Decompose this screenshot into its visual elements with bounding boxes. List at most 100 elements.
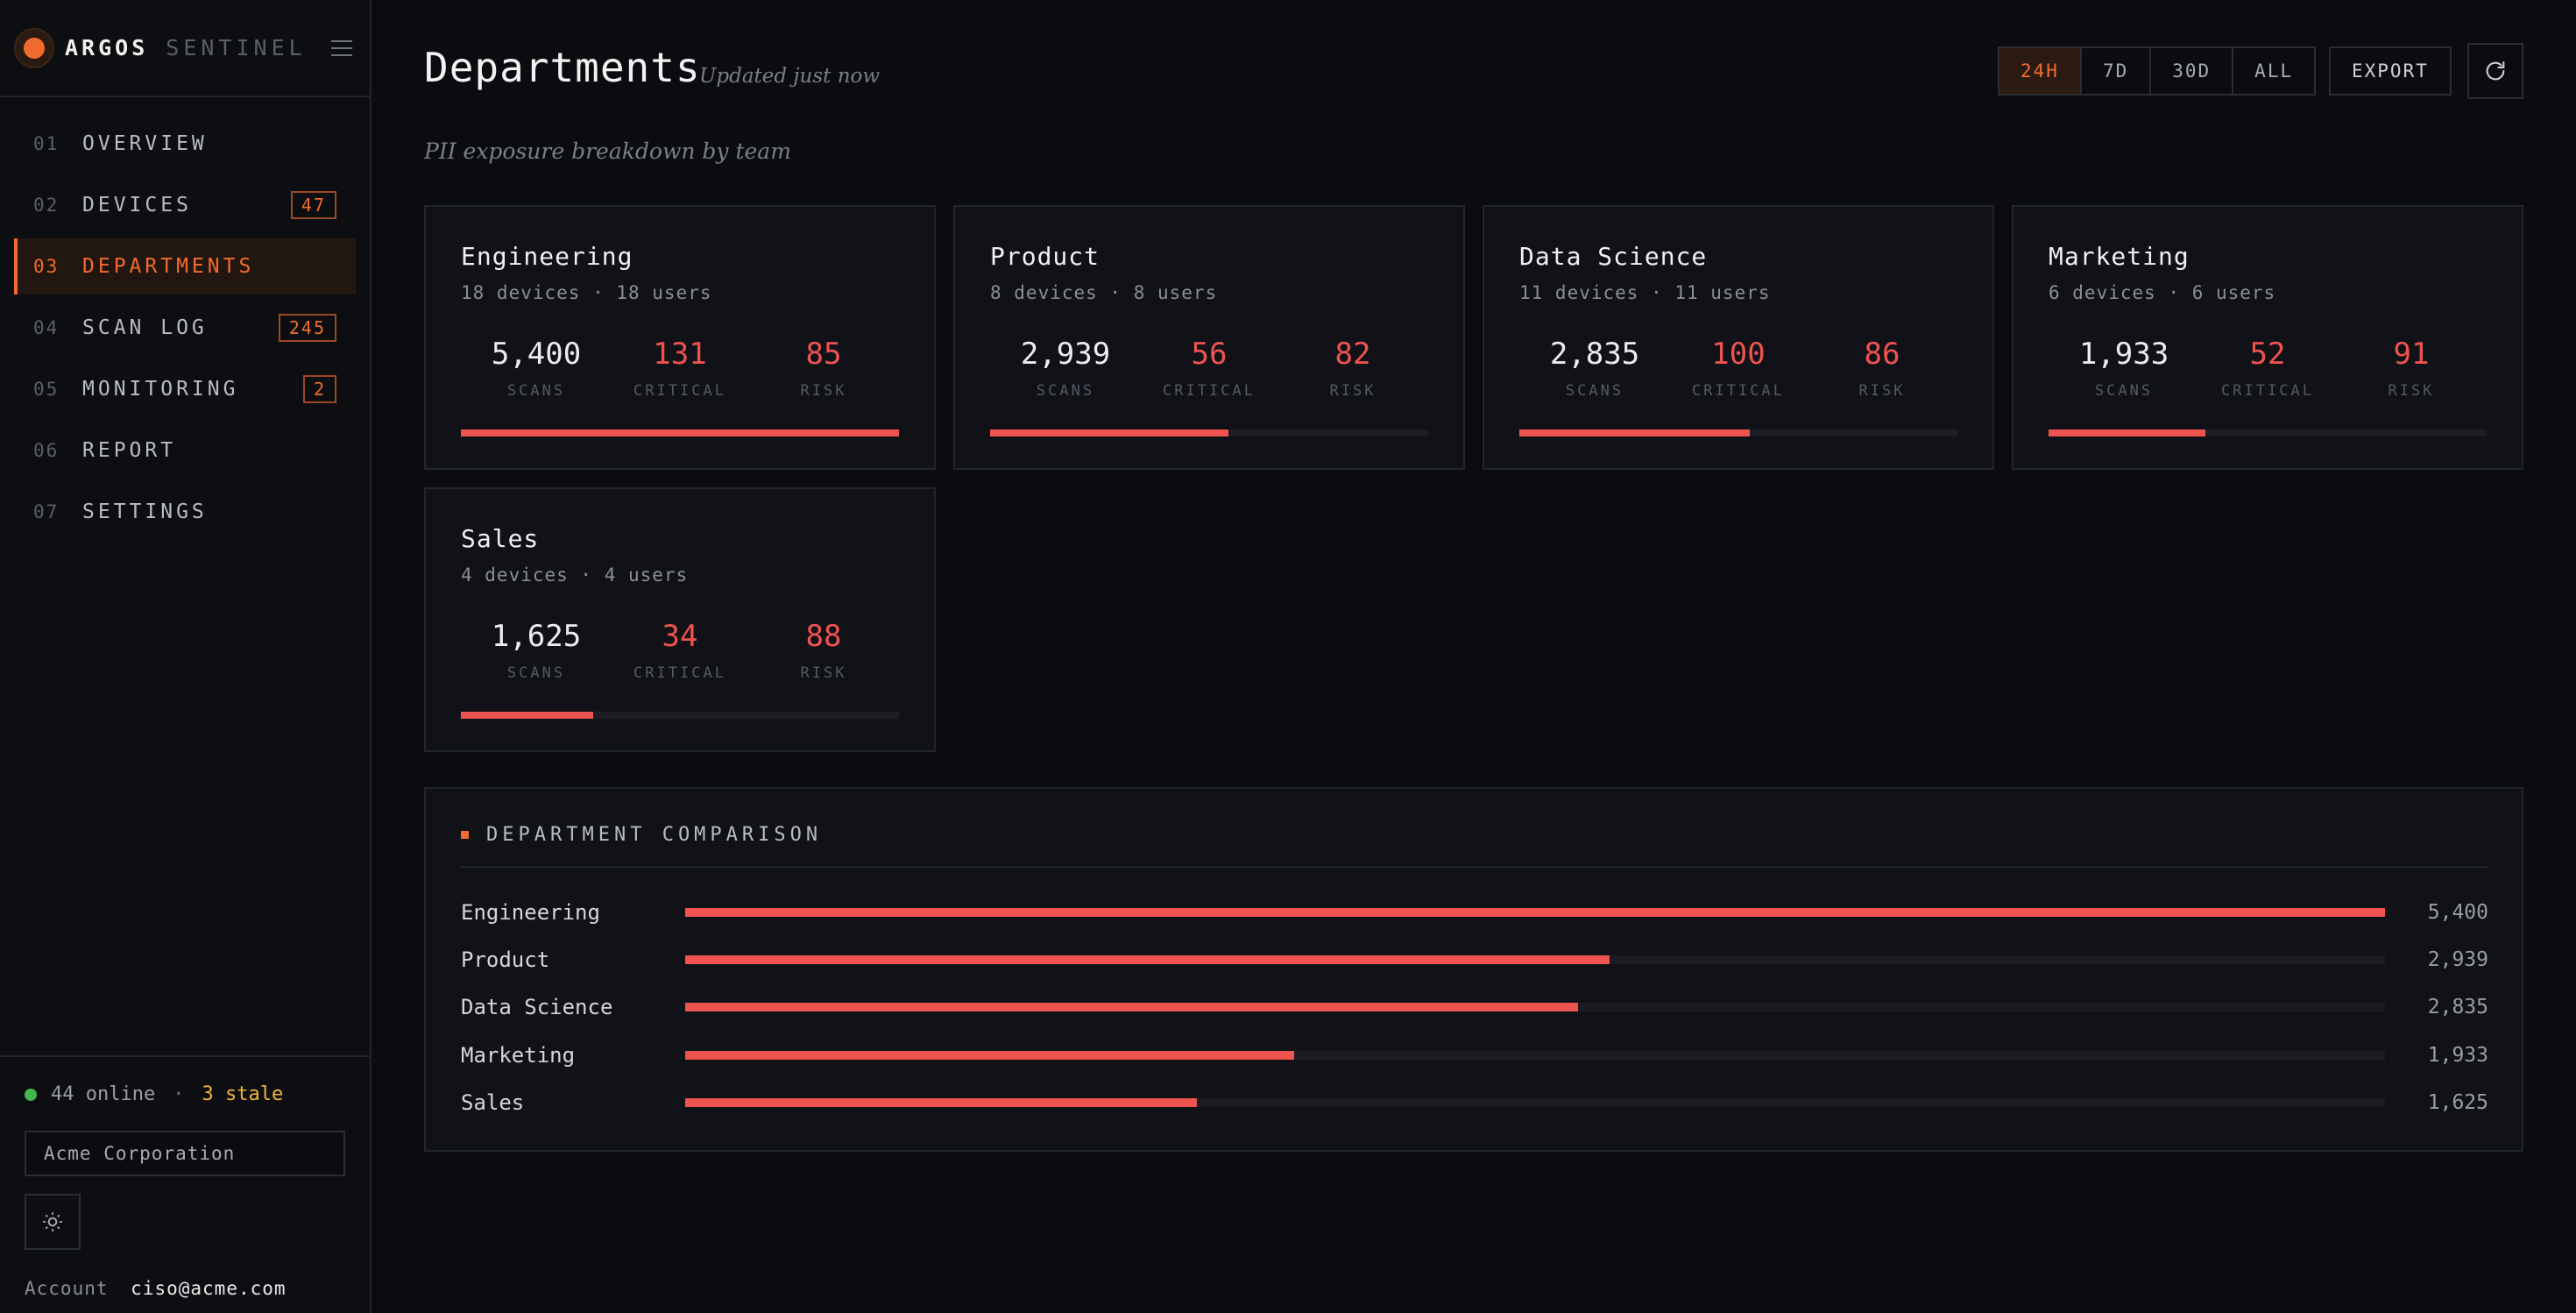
risk-stat: 88 RISK bbox=[748, 619, 899, 682]
department-name: Engineering bbox=[461, 242, 633, 271]
scans-stat: 1,933 SCANS bbox=[2049, 337, 2199, 400]
risk-stat: 91 RISK bbox=[2336, 337, 2487, 400]
scans-stat: 5,400 SCANS bbox=[461, 337, 612, 400]
risk-value: 85 bbox=[805, 337, 842, 372]
scan-share-fill bbox=[990, 429, 1228, 436]
nav-label: OVERVIEW bbox=[82, 132, 208, 155]
risk-value: 86 bbox=[1864, 337, 1900, 372]
comparison-bar-fill bbox=[685, 1051, 1294, 1060]
status-separator: · bbox=[173, 1083, 185, 1105]
refresh-icon bbox=[2486, 61, 2505, 81]
section-marker-icon bbox=[461, 831, 469, 839]
page-subtitle: PII exposure breakdown by team bbox=[424, 138, 791, 164]
sun-icon bbox=[43, 1212, 62, 1231]
scans-stat: 2,939 SCANS bbox=[990, 337, 1141, 400]
range-all-button[interactable]: ALL bbox=[2254, 60, 2294, 82]
account-info: Account ciso@acme.com bbox=[25, 1278, 287, 1299]
scans-stat: 2,835 SCANS bbox=[1519, 337, 1670, 400]
comparison-label: Product bbox=[461, 947, 550, 972]
comparison-bar bbox=[685, 1098, 2385, 1107]
comparison-label: Marketing bbox=[461, 1043, 576, 1068]
comparison-label: Engineering bbox=[461, 900, 600, 925]
scans-value: 1,625 bbox=[491, 619, 582, 654]
department-card-engineering[interactable]: Engineering 18 devices · 18 users 5,400 … bbox=[424, 205, 936, 470]
scan-share-bar bbox=[461, 429, 899, 436]
department-card-marketing[interactable]: Marketing 6 devices · 6 users 1,933 SCAN… bbox=[2012, 205, 2523, 470]
scan-share-bar bbox=[1519, 429, 1957, 436]
nav-number: 06 bbox=[33, 440, 60, 461]
scans-value: 5,400 bbox=[491, 337, 582, 372]
comparison-bar bbox=[685, 955, 2385, 964]
department-card-product[interactable]: Product 8 devices · 8 users 2,939 SCANS … bbox=[953, 205, 1465, 470]
brand: ARGOS SENTINEL bbox=[0, 0, 370, 97]
sidebar-item-report[interactable]: 06 REPORT bbox=[14, 422, 356, 479]
nav-number: 04 bbox=[33, 317, 60, 338]
risk-value: 88 bbox=[805, 619, 842, 654]
risk-stat: 86 RISK bbox=[1807, 337, 1957, 400]
risk-label: RISK bbox=[1858, 382, 1906, 400]
critical-label: CRITICAL bbox=[633, 382, 726, 400]
critical-value: 100 bbox=[1711, 337, 1766, 372]
updated-status: Updated just now bbox=[699, 65, 881, 88]
sidebar-item-scan-log[interactable]: 04 SCAN LOG 245 bbox=[14, 300, 356, 356]
department-card-sales[interactable]: Sales 4 devices · 4 users 1,625 SCANS 34… bbox=[424, 487, 936, 752]
scan-share-bar bbox=[461, 712, 899, 719]
scan-log-count-badge: 245 bbox=[278, 314, 336, 342]
comparison-header: DEPARTMENT COMPARISON bbox=[461, 824, 822, 846]
department-comparison-panel: DEPARTMENT COMPARISON Engineering 5,400 … bbox=[424, 787, 2523, 1152]
comparison-value: 2,939 bbox=[2427, 948, 2488, 971]
comparison-row-marketing: Marketing 1,933 bbox=[461, 1042, 2488, 1068]
department-meta: 6 devices · 6 users bbox=[2049, 282, 2276, 303]
department-card-data-science[interactable]: Data Science 11 devices · 11 users 2,835… bbox=[1483, 205, 1994, 470]
range-24h-button[interactable]: 24H bbox=[1999, 48, 2082, 94]
sidebar-item-departments[interactable]: 03 DEPARTMENTS bbox=[14, 238, 356, 295]
account-email[interactable]: ciso@acme.com bbox=[131, 1278, 287, 1299]
scans-stat: 1,625 SCANS bbox=[461, 619, 612, 682]
scans-value: 1,933 bbox=[2078, 337, 2169, 372]
sidebar-item-monitoring[interactable]: 05 MONITORING 2 bbox=[14, 361, 356, 417]
comparison-row-sales: Sales 1,625 bbox=[461, 1089, 2488, 1116]
nav-number: 02 bbox=[33, 195, 60, 216]
risk-stat: 85 RISK bbox=[748, 337, 899, 400]
refresh-button[interactable] bbox=[2467, 43, 2523, 99]
scans-label: SCANS bbox=[506, 664, 566, 682]
online-status-icon bbox=[25, 1088, 37, 1101]
critical-stat: 34 CRITICAL bbox=[605, 619, 755, 682]
nav-label: MONITORING bbox=[82, 378, 239, 401]
organization-field[interactable] bbox=[25, 1131, 345, 1176]
brand-name: ARGOS bbox=[65, 35, 149, 60]
range-7d-button[interactable]: 7D bbox=[2082, 48, 2152, 94]
critical-stat: 56 CRITICAL bbox=[1134, 337, 1284, 400]
monitoring-count-badge: 2 bbox=[302, 375, 336, 403]
hamburger-icon[interactable] bbox=[330, 39, 352, 56]
sidebar-item-settings[interactable]: 07 SETTINGS bbox=[14, 484, 356, 540]
export-button[interactable]: EXPORT bbox=[2329, 46, 2452, 96]
risk-value: 91 bbox=[2393, 337, 2430, 372]
comparison-row-engineering: Engineering 5,400 bbox=[461, 899, 2488, 926]
theme-toggle-button[interactable] bbox=[25, 1194, 81, 1250]
department-meta: 11 devices · 11 users bbox=[1519, 282, 1771, 303]
comparison-bar bbox=[685, 908, 2385, 917]
comparison-bar-fill bbox=[685, 955, 1610, 964]
account-label: Account bbox=[25, 1278, 109, 1299]
scans-label: SCANS bbox=[1565, 382, 1624, 400]
critical-label: CRITICAL bbox=[1163, 382, 1256, 400]
comparison-bar bbox=[685, 1003, 2385, 1011]
scan-share-fill bbox=[1519, 429, 1750, 436]
scan-share-fill bbox=[461, 712, 593, 719]
critical-label: CRITICAL bbox=[633, 664, 726, 682]
comparison-label: Sales bbox=[461, 1090, 525, 1115]
sidebar-item-overview[interactable]: 01 OVERVIEW bbox=[14, 116, 356, 172]
sidebar: ARGOS SENTINEL 01 OVERVIEW 02 DEVICES 47… bbox=[0, 0, 372, 1313]
department-meta: 18 devices · 18 users bbox=[461, 282, 712, 303]
scans-value: 2,835 bbox=[1549, 337, 1640, 372]
department-name: Marketing bbox=[2049, 242, 2190, 271]
brand-subtitle: SENTINEL bbox=[166, 35, 307, 60]
critical-value: 131 bbox=[653, 337, 707, 372]
critical-value: 34 bbox=[662, 619, 698, 654]
scans-value: 2,939 bbox=[1020, 337, 1111, 372]
comparison-value: 1,933 bbox=[2427, 1044, 2488, 1067]
critical-label: CRITICAL bbox=[1692, 382, 1785, 400]
sidebar-item-devices[interactable]: 02 DEVICES 47 bbox=[14, 177, 356, 233]
range-30d-button[interactable]: 30D bbox=[2151, 48, 2234, 94]
